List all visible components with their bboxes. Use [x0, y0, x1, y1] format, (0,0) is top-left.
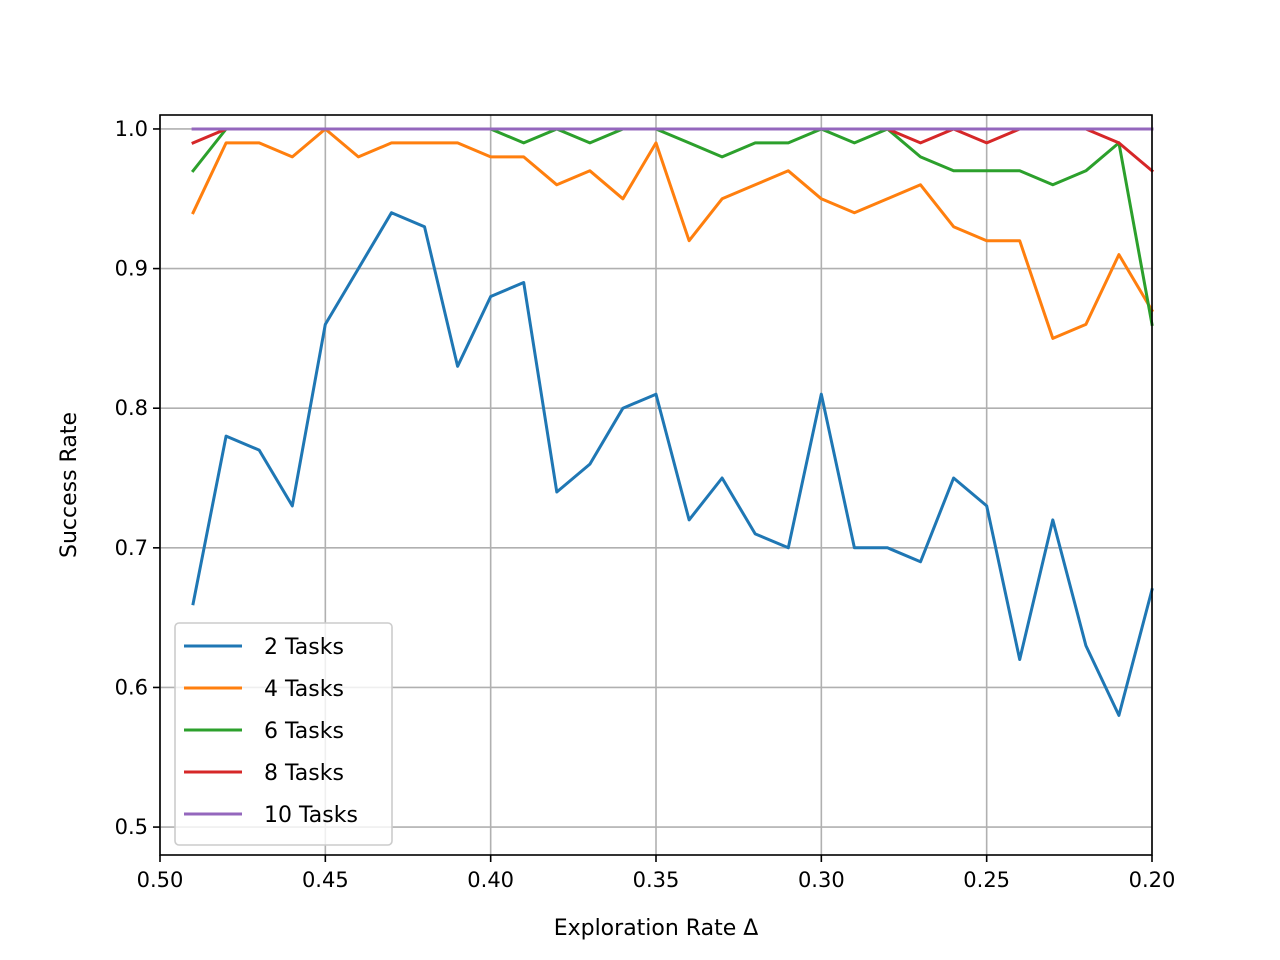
- y-axis-label: Success Rate: [57, 412, 82, 558]
- tick-labels: 0.50 0.45 0.40 0.35 0.30 0.25 0.20 0.5 0.6 0.7 0.8…: [115, 117, 1176, 892]
- series-layer: [190, 127, 1155, 717]
- x-tick-label: 0.45: [302, 868, 349, 892]
- legend-label: 2 Tasks: [264, 635, 344, 660]
- y-tick-label: 0.5: [115, 815, 148, 839]
- series-line-3: [190, 127, 1154, 327]
- legend-label: 8 Tasks: [264, 761, 344, 786]
- y-tick-label: 0.6: [115, 675, 148, 699]
- legend-label: 6 Tasks: [264, 719, 344, 744]
- x-tick-label: 0.35: [633, 868, 680, 892]
- x-tick-label: 0.40: [467, 868, 514, 892]
- x-tick-label: 0.30: [798, 868, 845, 892]
- legend: 2 Tasks 4 Tasks 6 Tasks 8 Tasks 10 Tasks: [174, 622, 393, 846]
- series-line-2: [191, 127, 1155, 340]
- y-tick-label: 0.8: [115, 396, 148, 420]
- x-tick-label: 0.20: [1129, 868, 1176, 892]
- series-line-1: [191, 211, 1154, 717]
- legend-box: [174, 622, 393, 846]
- y-tick-label: 0.9: [115, 257, 148, 281]
- y-tick-label: 0.7: [115, 536, 148, 560]
- ticks: [153, 128, 1153, 862]
- legend-label: 4 Tasks: [264, 677, 344, 702]
- x-tick-label: 0.50: [137, 868, 184, 892]
- x-tick-label: 0.25: [963, 868, 1010, 892]
- x-axis-label: Exploration Rate Δ: [554, 916, 759, 941]
- y-tick-label: 1.0: [115, 117, 148, 141]
- legend-label: 10 Tasks: [264, 803, 358, 828]
